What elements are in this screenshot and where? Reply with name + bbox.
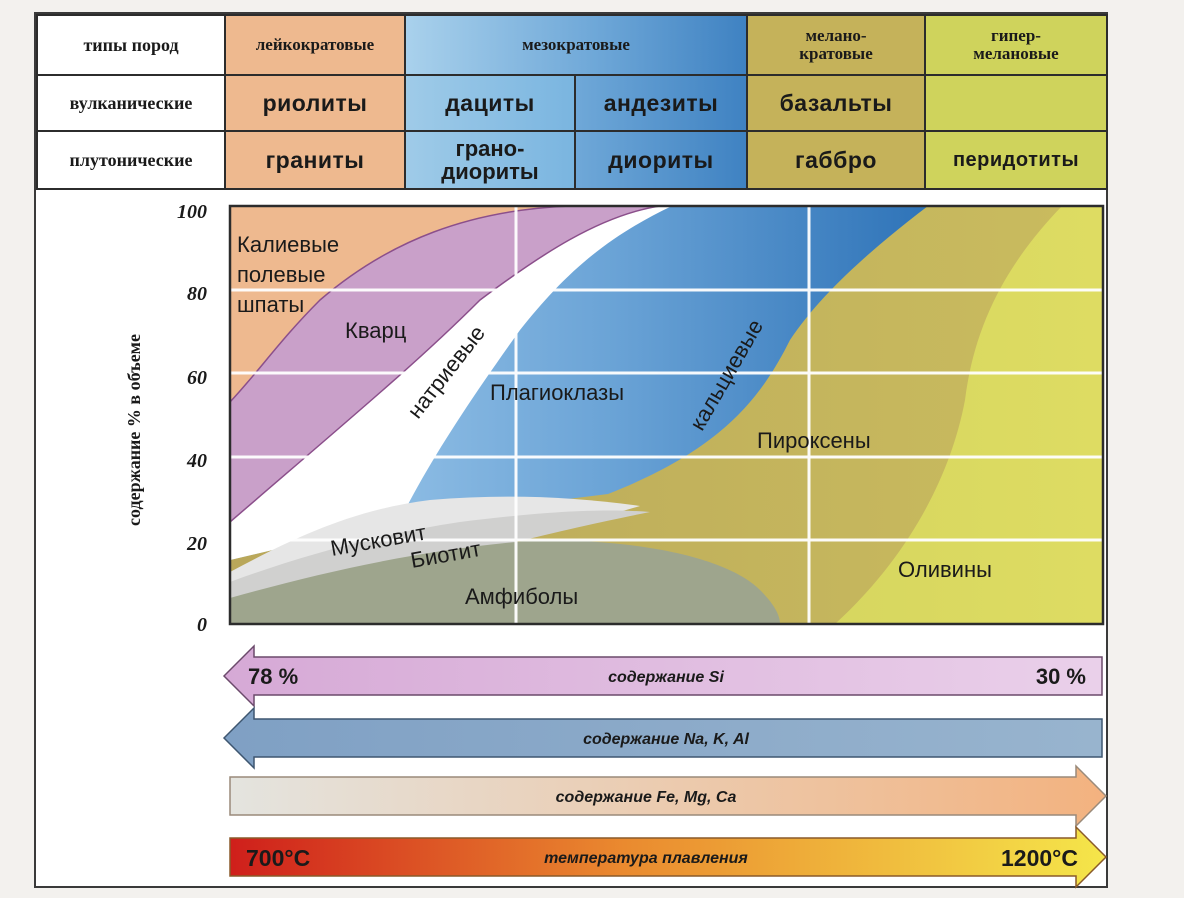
region-amphibole [230,540,780,624]
y-tick-0: 0 [197,614,207,636]
region-k-feldspar [230,206,570,402]
rock-gabbro: габбро [746,130,926,190]
rock-classification-table: типы пород лейкократовые мезократовые ме… [36,14,1108,190]
arrow-na-k-al [222,706,1103,770]
temp-right-value: 1200°C [1001,845,1078,871]
label-k-feldspar-3: шпаты [237,292,304,317]
y-tick-80: 80 [187,283,207,305]
rock-rhyolite: риолиты [224,74,406,132]
y-tick-100: 100 [177,201,207,223]
label-plagioclase: Плагиоклазы [490,380,624,405]
rock-granite: граниты [224,130,406,190]
label-pyroxene: Пироксены [757,428,871,453]
region-biotite [230,510,650,624]
label-olivine: Оливины [898,557,992,582]
y-tick-20: 20 [186,533,207,555]
category-hypermelanic: гипер-меланoвые [924,14,1108,76]
si-label: содержание Si [608,669,724,686]
arrow-fe-mg-ca [229,764,1108,828]
plutonic-label: плутонические [36,130,226,190]
label-quartz: Кварц [345,318,407,343]
grid-lines [230,206,1103,624]
label-amphibole: Амфиболы [465,584,578,609]
rock-basalt: базальты [746,74,926,132]
label-k-feldspar-1: Калиевые [237,232,339,257]
volcanic-label: вулканические [36,74,226,132]
rock-hyper-volcanic-empty [924,74,1108,132]
temp-label: температура плавления [544,850,748,867]
temp-left-value: 700°C [246,845,310,871]
y-axis-label: содержание % в объеме [124,334,144,526]
na-k-al-label: содержание Na, K, Al [583,731,749,748]
label-k-feldspar-2: полевые [237,262,325,287]
category-leucocratic: лейкократовые [224,14,406,76]
category-mesocratic: мезократовые [404,14,748,76]
plot-area [230,206,1103,624]
si-right-value: 30 % [1036,664,1086,689]
y-tick-40: 40 [186,450,207,472]
rock-dacite: дациты [404,74,576,132]
rock-diorite: диориты [574,130,748,190]
fe-mg-ca-label: содержание Fe, Mg, Ca [556,789,737,806]
rock-granodiorite: грано-диориты [404,130,576,190]
si-left-value: 78 % [248,664,298,689]
plot-border [228,204,1105,626]
rock-andesite: андезиты [574,74,748,132]
category-melanocratic: мелано-кратовые [746,14,926,76]
y-tick-60: 60 [187,367,207,389]
rock-peridotite: перидотиты [924,130,1108,190]
rock-types-label: типы пород [36,14,226,76]
arrow-si [222,644,1103,708]
arrow-melting-temperature [229,825,1108,889]
